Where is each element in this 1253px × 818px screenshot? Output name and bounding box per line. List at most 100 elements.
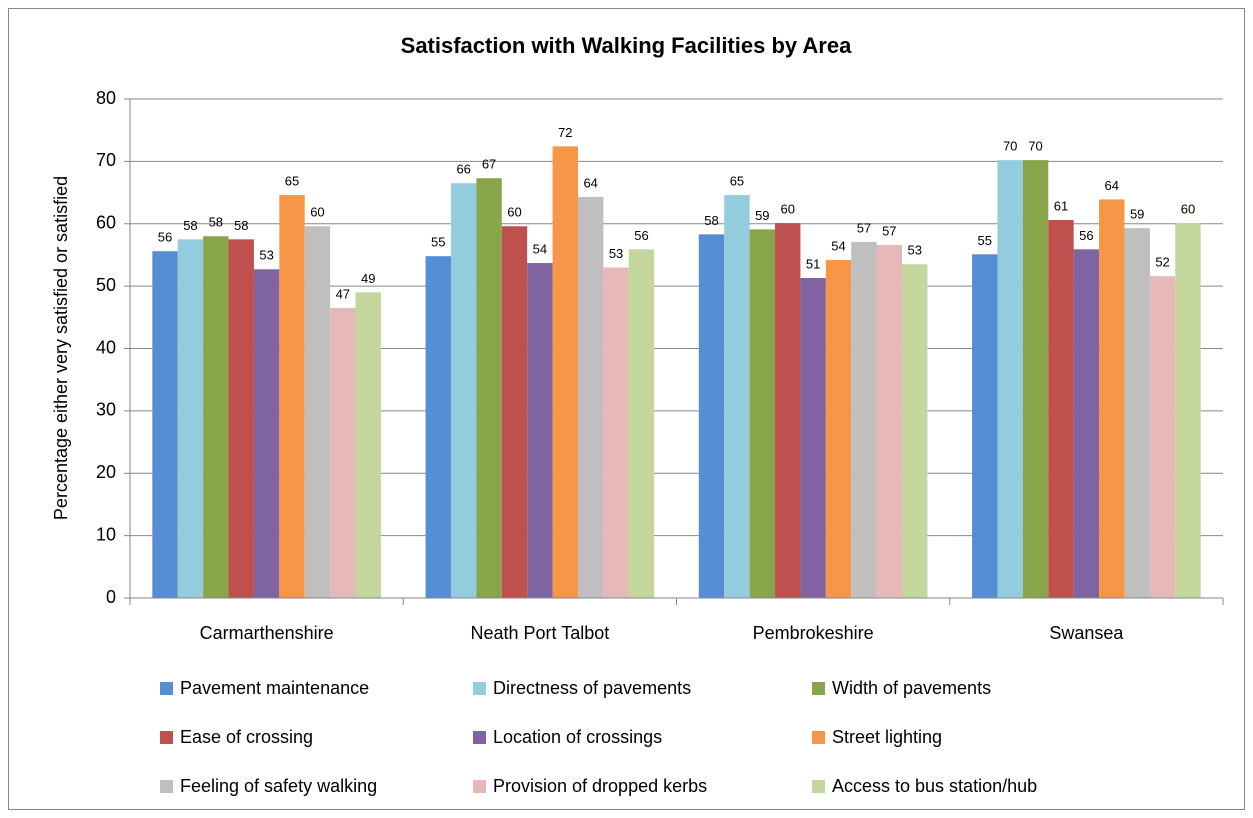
data-label: 57 [857, 220, 871, 235]
bar [628, 249, 655, 599]
bar [177, 239, 204, 598]
data-label: 49 [361, 271, 375, 286]
data-label: 47 [336, 286, 350, 301]
bar [476, 178, 502, 598]
bar [1022, 160, 1049, 598]
bar [902, 264, 928, 598]
y-tick-label: 70 [96, 150, 116, 170]
legend-label: Street lighting [832, 727, 942, 747]
y-tick-label: 10 [96, 524, 116, 544]
bar [552, 146, 578, 598]
data-label: 51 [806, 256, 820, 271]
data-label: 59 [1130, 207, 1144, 222]
bar [577, 196, 604, 598]
bar [851, 241, 877, 598]
data-label: 55 [431, 235, 445, 250]
x-tick-label: Swansea [1049, 623, 1124, 643]
data-label: 67 [482, 157, 496, 172]
data-label: 58 [209, 215, 223, 230]
legend-swatch [473, 682, 486, 695]
data-label: 56 [1079, 228, 1093, 243]
y-tick-label: 50 [96, 275, 116, 295]
data-label: 72 [558, 125, 572, 140]
bar [825, 259, 852, 598]
bar [800, 278, 826, 598]
data-label: 54 [831, 238, 845, 253]
bar [501, 226, 528, 598]
data-label: 59 [755, 208, 769, 223]
data-label: 57 [882, 223, 896, 238]
bar [450, 183, 477, 599]
legend-label: Location of crossings [493, 727, 662, 747]
data-label: 66 [456, 162, 470, 177]
bar [1175, 223, 1201, 598]
legend-swatch [473, 780, 486, 793]
chart-title: Satisfaction with Walking Facilities by … [401, 33, 852, 58]
y-tick-label: 80 [96, 88, 116, 108]
data-label: 52 [1155, 255, 1169, 270]
bar [603, 267, 629, 598]
legend-swatch [812, 682, 825, 695]
data-label: 58 [234, 218, 248, 233]
data-label: 65 [285, 173, 299, 188]
bar [425, 256, 451, 598]
data-label: 61 [1054, 198, 1068, 213]
bar [279, 195, 305, 598]
bar [203, 236, 229, 598]
data-label: 53 [609, 246, 623, 261]
bar [253, 269, 280, 598]
bar [355, 292, 381, 598]
data-label: 53 [259, 248, 273, 263]
bar [972, 254, 998, 598]
x-tick-label: Pembrokeshire [753, 623, 874, 643]
data-label: 55 [978, 233, 992, 248]
bar [1149, 276, 1176, 598]
data-label: 58 [183, 218, 197, 233]
bar [876, 244, 903, 598]
bar [775, 223, 801, 598]
bar [527, 263, 553, 598]
bar [330, 307, 356, 598]
bar [1073, 249, 1100, 599]
legend-label: Directness of pavements [493, 678, 691, 698]
bar [304, 226, 331, 598]
data-label: 60 [1181, 202, 1195, 217]
legend-swatch [812, 731, 825, 744]
legend-label: Pavement maintenance [180, 678, 369, 698]
data-label: 65 [730, 173, 744, 188]
legend-swatch [160, 682, 173, 695]
data-label: 64 [1105, 178, 1119, 193]
legend-label: Provision of dropped kerbs [493, 776, 707, 796]
data-label: 70 [1028, 139, 1042, 154]
legend-swatch [160, 780, 173, 793]
data-label: 54 [533, 241, 547, 256]
bar [1099, 199, 1125, 598]
data-label: 60 [310, 205, 324, 220]
data-label: 60 [507, 205, 521, 220]
data-label: 56 [158, 230, 172, 245]
data-label: 56 [634, 228, 648, 243]
bar [1048, 220, 1074, 598]
y-tick-label: 20 [96, 462, 116, 482]
bar [1124, 228, 1150, 598]
data-label: 60 [780, 202, 794, 217]
y-tick-label: 0 [106, 587, 116, 607]
x-tick-label: Carmarthenshire [200, 623, 334, 643]
y-axis-label: Percentage either very satisfied or sati… [51, 176, 71, 520]
y-tick-label: 40 [96, 337, 116, 357]
data-label: 64 [583, 175, 597, 190]
bar [228, 239, 254, 598]
legend-label: Ease of crossing [180, 727, 313, 747]
bar [152, 251, 178, 598]
bar [698, 234, 725, 598]
x-tick-label: Neath Port Talbot [470, 623, 609, 643]
legend-swatch [812, 780, 825, 793]
data-label: 58 [704, 213, 718, 228]
legend-label: Feeling of safety walking [180, 776, 377, 796]
legend-label: Access to bus station/hub [832, 776, 1037, 796]
y-tick-label: 30 [96, 400, 116, 420]
data-label: 70 [1003, 139, 1017, 154]
legend-swatch [160, 731, 173, 744]
y-tick-label: 60 [96, 213, 116, 233]
